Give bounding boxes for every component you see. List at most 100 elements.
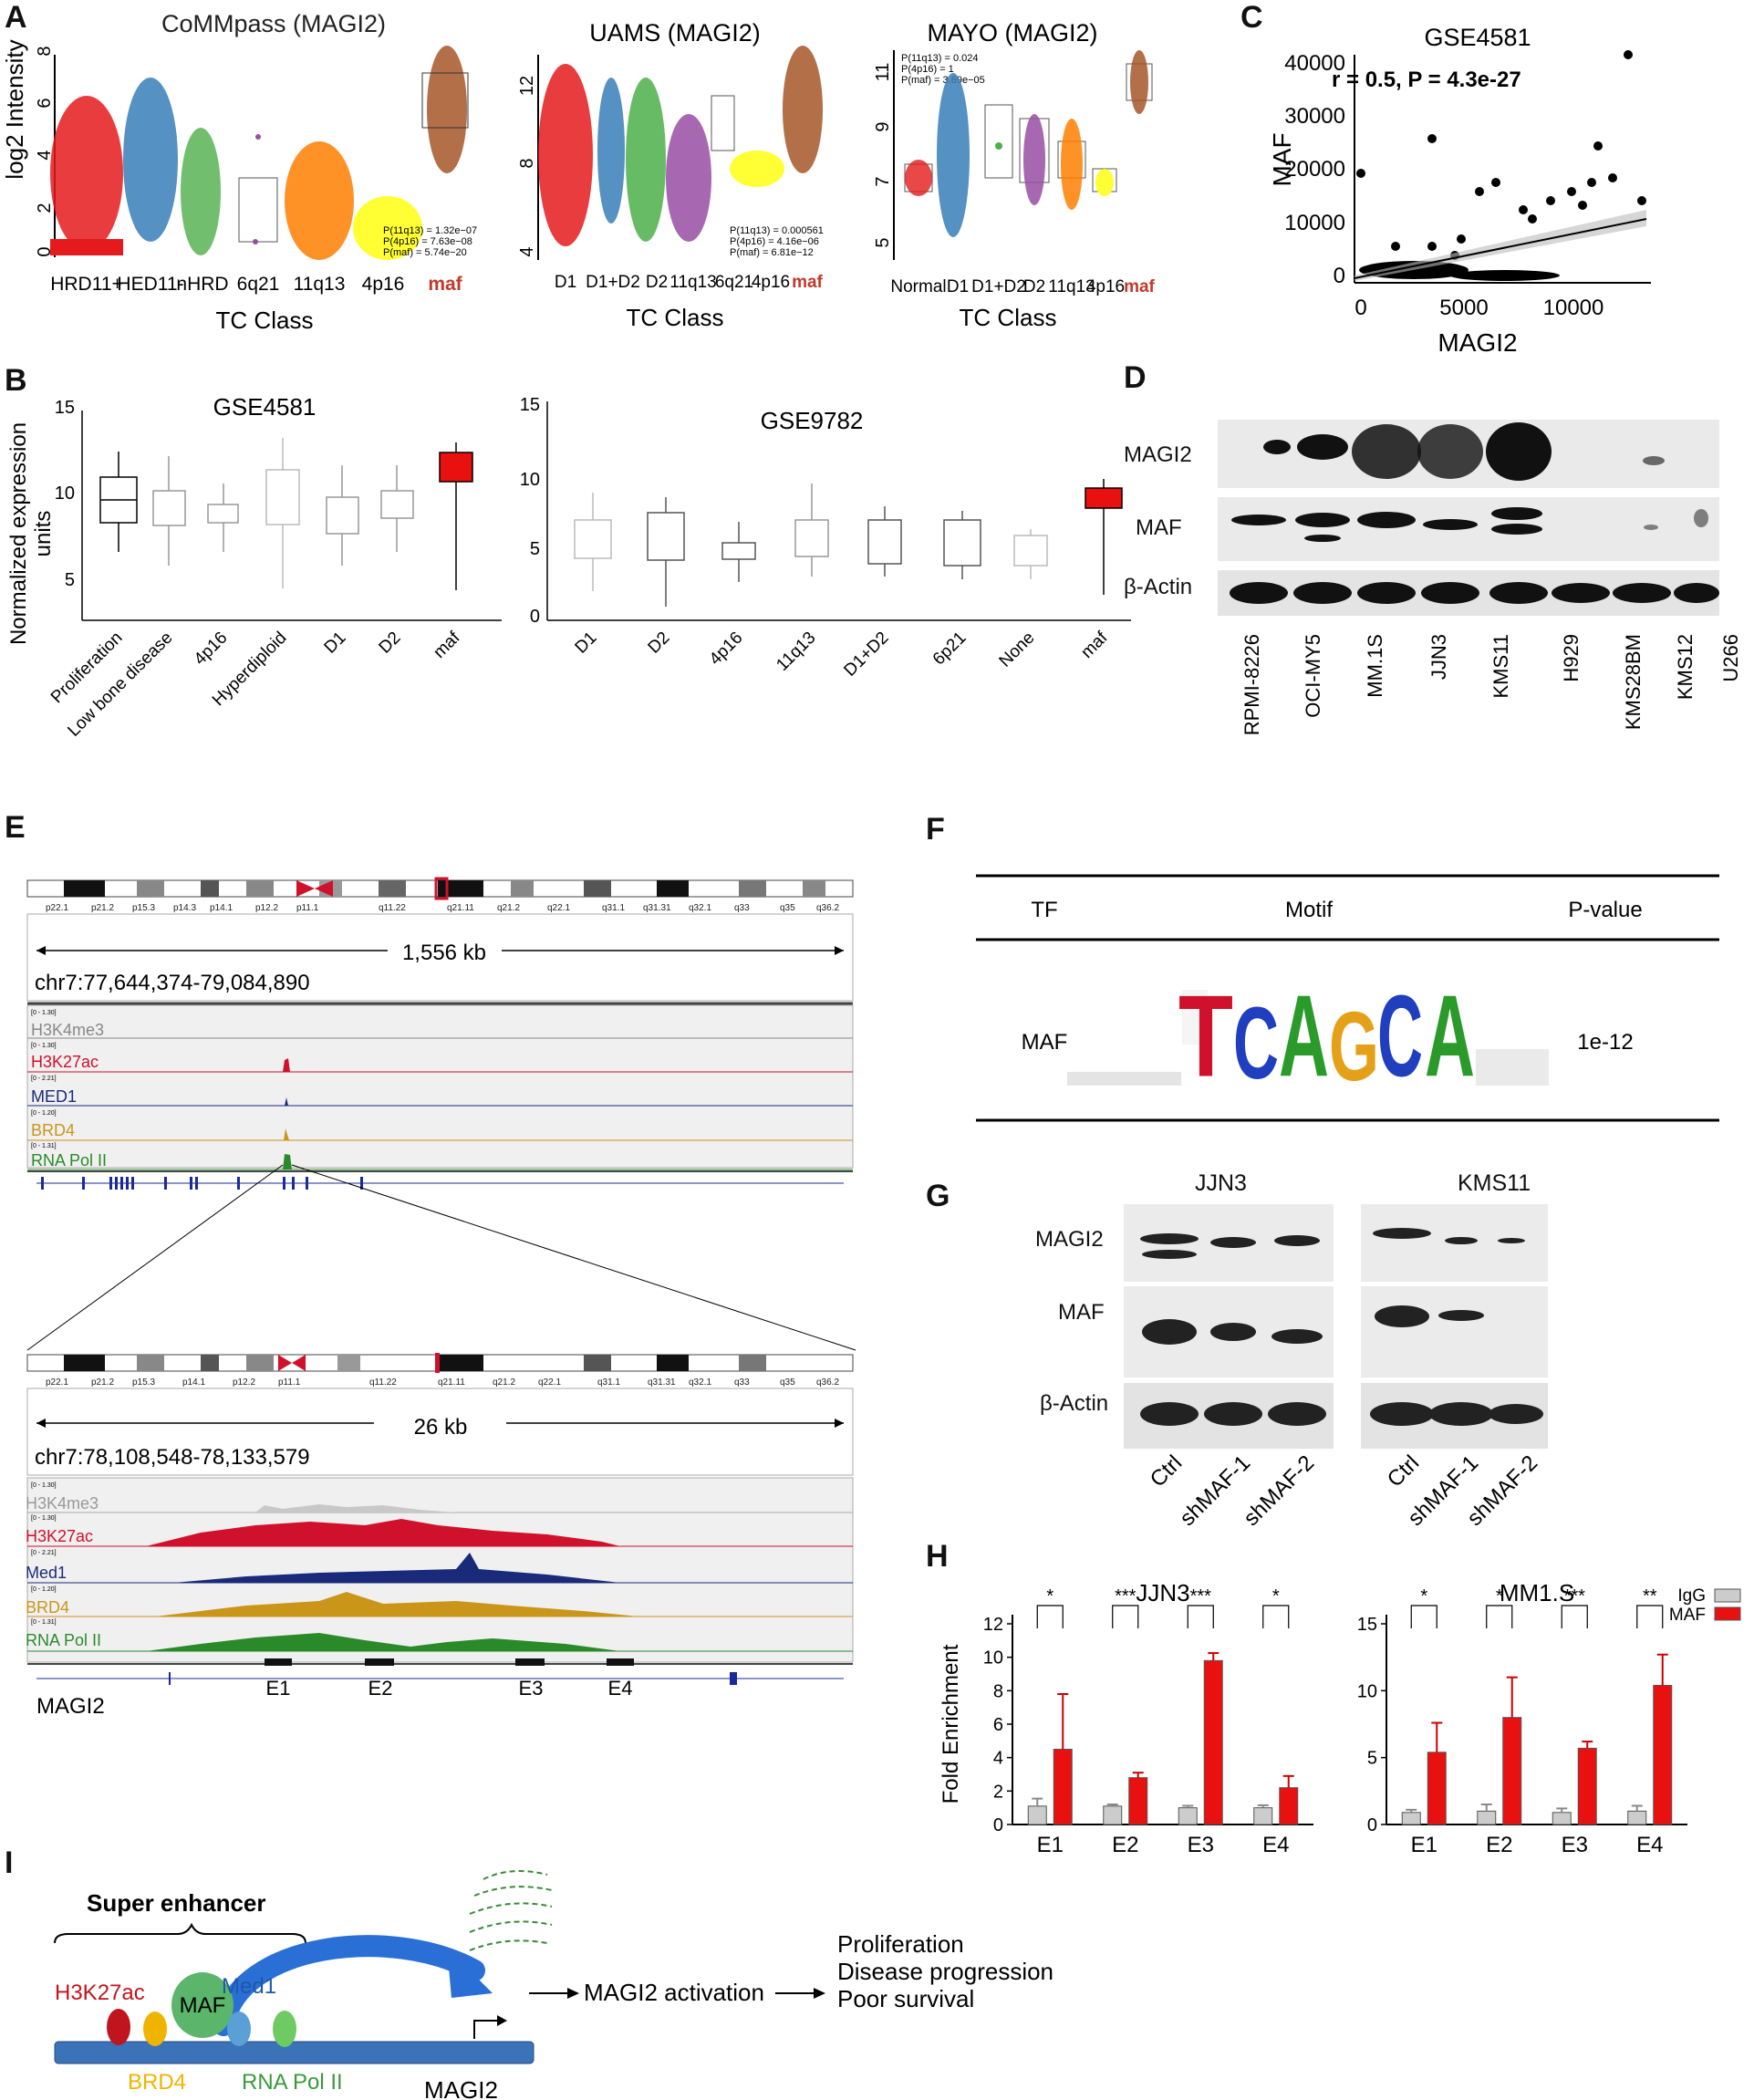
track-label: RNA Pol II (31, 1151, 107, 1170)
y-tick: 11 (873, 63, 893, 82)
x-tick: maf (1077, 628, 1112, 662)
x-tick-label: E3 (1562, 1833, 1588, 1857)
lane-label: MM.1S (1364, 634, 1386, 698)
y-tick-label: 5 (1367, 1749, 1377, 1769)
track-range: [0 - 1.30] (31, 1482, 57, 1489)
panel-c-scatter: GSE4581 r = 0.5, P = 4.3e-27 MAF 0 10000… (1268, 24, 1651, 357)
p-value: 1e-12 (1577, 1030, 1633, 1055)
lane-label: shMAF-2 (1239, 1450, 1319, 1531)
x-tick: maf (428, 274, 462, 295)
bar-igg (1627, 1810, 1647, 1825)
legend: IgG MAF (1669, 1586, 1741, 1625)
x-tick: D2 (376, 629, 405, 658)
table-header: TF (1031, 898, 1057, 922)
blot-row-label: MAF (1136, 515, 1182, 540)
x-tick: D1 (555, 273, 576, 292)
span-label: 26 kb (414, 1415, 468, 1440)
band-label: p15.3 (132, 1377, 155, 1388)
bar-maf (1502, 1717, 1522, 1825)
x-tick-label: E3 (1188, 1833, 1214, 1857)
band-label: p11.1 (278, 1377, 301, 1388)
y-tick: 4 (517, 246, 537, 256)
swarm-4p16 (353, 196, 422, 260)
track-range: [0 - 2.21] (31, 1550, 57, 1556)
y-tick: 8 (35, 46, 55, 56)
y-tick-label: 0 (1367, 1815, 1377, 1835)
panel-e-genome-browser: p22.1 p21.2 p15.3 p14.3 p14.1 p12.2 p11.… (26, 877, 856, 1719)
swarm-maf (421, 46, 469, 173)
panel-f-label: F (926, 812, 945, 847)
factor-brd4: BRD4 (128, 2070, 186, 2095)
band-label: q11.22 (379, 903, 406, 913)
band-label: q31.1 (597, 1377, 620, 1388)
y-tick: 6 (35, 98, 55, 108)
boxplots (99, 438, 473, 590)
swarm-11q13 (285, 141, 354, 260)
rnapol-shape (273, 2011, 296, 2047)
x-tick: 6q21 (237, 274, 280, 295)
track-range: [0 - 1.20] (31, 1110, 57, 1117)
band-label: p22.1 (46, 1377, 68, 1388)
x-tick: D2 (1023, 277, 1045, 296)
enhancer-label: E2 (368, 1677, 393, 1700)
x-axis-label: TC Class (216, 307, 314, 334)
band-label: p22.1 (46, 903, 68, 913)
blot-row-label: MAGI2 (1124, 442, 1192, 467)
track-label: H3K27ac (31, 1053, 99, 1071)
y-tick: 10 (55, 483, 75, 504)
band-label: q32.1 (689, 903, 711, 913)
plot-title: GSE9782 (761, 407, 864, 434)
plot-title: CoMMpass (MAGI2) (161, 10, 386, 37)
x-axis-label: MAGI2 (1437, 328, 1517, 357)
enhancer-label: E3 (519, 1677, 544, 1700)
panel-g-blot (1124, 1204, 1548, 1449)
p-value: P(11q13) = 0.000561 (730, 225, 824, 236)
p-value: P(maf) = 5.74e−20 (383, 247, 467, 258)
x-tick-label: E1 (1411, 1833, 1437, 1857)
plot-title: GSE4581 (213, 393, 317, 421)
factor-med1: Med1 (222, 1974, 276, 1999)
band-label: q21.2 (493, 1377, 515, 1388)
logo-letter-a2: A (1425, 972, 1475, 1101)
logo-letter-g: G (1329, 993, 1379, 1102)
band-label: q21.11 (438, 1377, 465, 1388)
legend-maf: MAF (1669, 1606, 1706, 1625)
p-value: P(4p16) = 1 (901, 64, 954, 75)
significance-bracket (1636, 1605, 1664, 1628)
x-tick: 5000 (1439, 296, 1488, 320)
y-tick: 15 (55, 398, 75, 418)
bar-igg (1103, 1805, 1123, 1825)
outcome: Poor survival (837, 1985, 974, 2012)
significance-label: * (1046, 1586, 1053, 1606)
chart-title: JJN3 (1136, 1579, 1189, 1606)
blot-row-label: MAGI2 (1035, 1227, 1104, 1252)
y-axis-label-2: units (31, 511, 56, 557)
y-tick: 30000 (1284, 104, 1345, 129)
track-label: H3K27ac (26, 1527, 93, 1545)
x-tick: HED11- (117, 274, 183, 295)
x-tick: 10000 (1543, 296, 1604, 320)
y-tick: 8 (517, 158, 537, 168)
band-label: p21.2 (91, 1377, 114, 1388)
x-tick: D1 (572, 629, 601, 658)
logo-letter-c: C (1233, 985, 1279, 1099)
band-label: q21.11 (447, 903, 474, 913)
x-tick: Normal (890, 277, 946, 296)
p-value: P(maf) = 6.81e−12 (730, 247, 814, 258)
lane-label: RPMI-8226 (1240, 634, 1263, 735)
band-label: q32.1 (689, 1377, 711, 1388)
band-label: q31.1 (602, 903, 625, 913)
track-label: BRD4 (31, 1121, 75, 1139)
y-tick-label: 0 (993, 1815, 1003, 1835)
bar-igg (1253, 1807, 1273, 1825)
blot-row-label: β-Actin (1124, 575, 1193, 599)
panel-c-label: C (1240, 0, 1263, 35)
blot-row-label: MAF (1058, 1300, 1105, 1325)
panel-a-label: A (5, 0, 27, 35)
x-tick-label: E2 (1486, 1833, 1512, 1857)
x-tick-label: E4 (1636, 1833, 1663, 1857)
significance-label: * (1420, 1586, 1427, 1606)
track-range: [0 - 1.30] (31, 1010, 57, 1016)
panel-i-label: I (5, 1845, 14, 1880)
x-axis-label: TC Class (960, 304, 1057, 331)
